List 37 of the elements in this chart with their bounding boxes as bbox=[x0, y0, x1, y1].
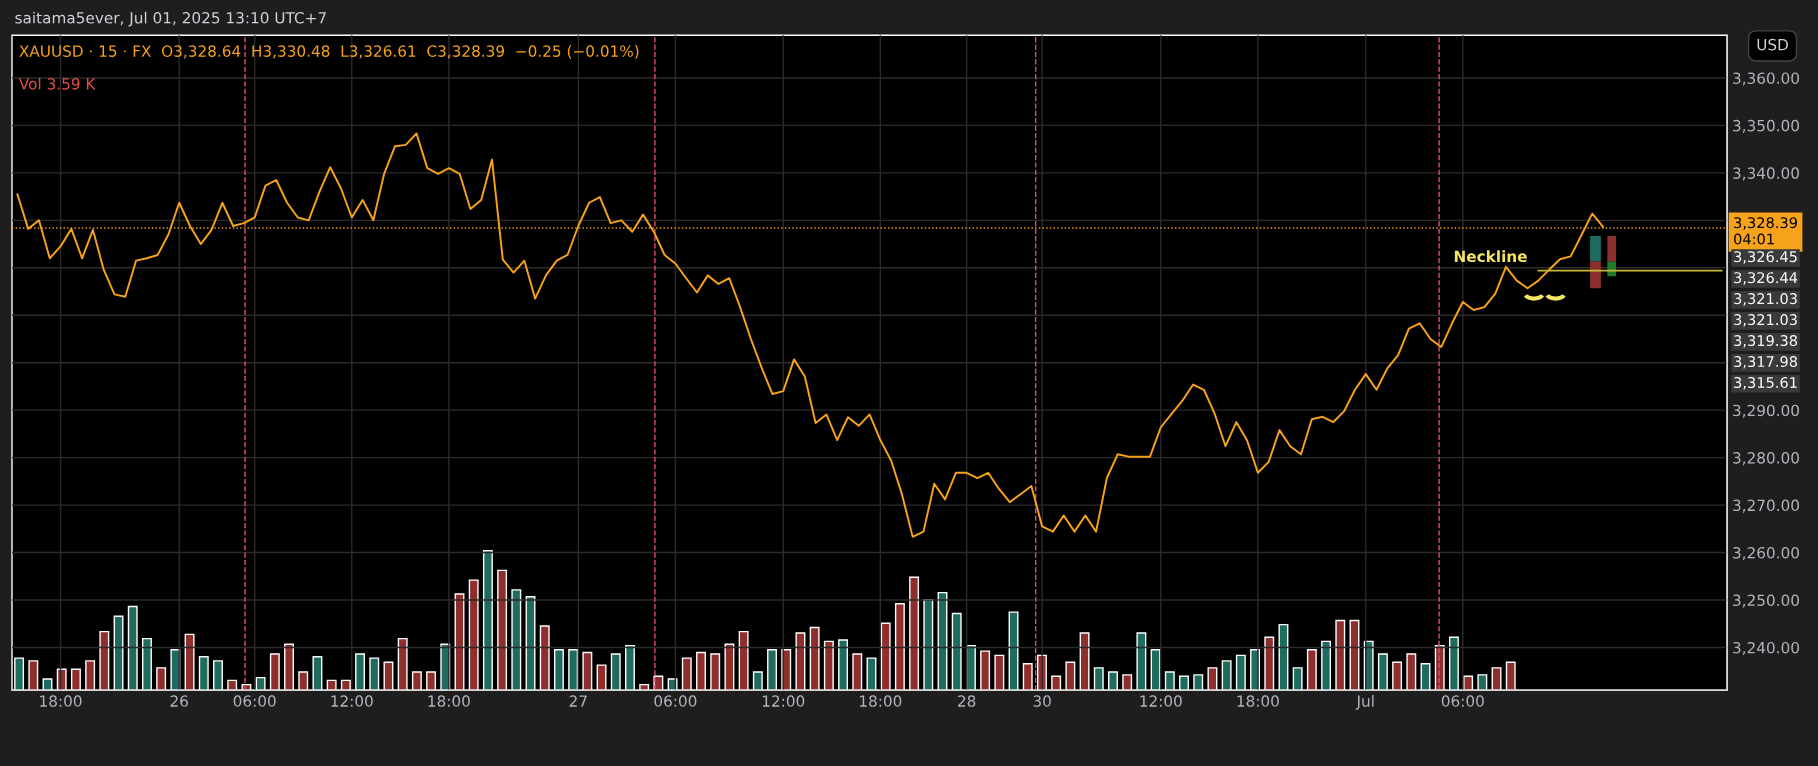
x-tick-label: 18:00 bbox=[40, 695, 82, 707]
x-tick-label: 18:00 bbox=[1237, 695, 1279, 707]
text: 3,321.03 bbox=[1734, 293, 1797, 306]
ref-line-label: 3,328.39 04:01 bbox=[1734, 217, 1797, 245]
text: 3,319.38 bbox=[1734, 335, 1798, 348]
x-tick-label: 18:00 bbox=[860, 695, 902, 707]
y-tick-label: 3,340.00 bbox=[1733, 167, 1799, 181]
y-tick-label: 3,240.00 bbox=[1733, 641, 1799, 656]
text: USD bbox=[1757, 38, 1788, 51]
text: 3,317.98 bbox=[1734, 356, 1798, 369]
text: XAUUSD · 15 · FX O3,328.64 H3,330.48 L3,326.61 C3,328.39 −0.25 (−0.01%) bbox=[19, 45, 639, 59]
x-tick-label: 12:00 bbox=[331, 695, 373, 707]
text: 3,326.44 bbox=[1734, 272, 1798, 285]
x-tick-label: 27 bbox=[569, 695, 587, 707]
x-tick-label: 06:00 bbox=[1441, 695, 1484, 707]
text: 3,321.03 bbox=[1734, 314, 1797, 327]
annotation: Neckline bbox=[1454, 250, 1527, 263]
x-tick-label: Jul bbox=[1355, 695, 1374, 710]
y-tick-label: 3,250.00 bbox=[1733, 594, 1799, 608]
y-tick-label: 3,280.00 bbox=[1733, 452, 1799, 466]
y-tick-label: 3,260.00 bbox=[1733, 547, 1799, 561]
chart-subtitle: saitama5ever, Jul 01, 2025 13:10 UTC+7 bbox=[15, 11, 326, 27]
x-tick-label: 28 bbox=[958, 695, 976, 707]
y-tick-label: 3,350.00 bbox=[1733, 119, 1799, 133]
text: 3,326.45 bbox=[1734, 251, 1797, 264]
x-tick-label: 06:00 bbox=[233, 695, 276, 707]
x-tick-label: 12:00 bbox=[1140, 695, 1182, 707]
x-tick-label: 18:00 bbox=[428, 695, 470, 707]
y-tick-label: 3,360.00 bbox=[1733, 72, 1799, 86]
x-tick-label: 12:00 bbox=[762, 695, 805, 707]
x-tick-label: 30 bbox=[1033, 695, 1051, 707]
annotation: Vol 3.59 K bbox=[18, 77, 96, 90]
x-tick-label: 06:00 bbox=[654, 695, 697, 707]
y-tick-label: 3,290.00 bbox=[1733, 404, 1799, 418]
y-tick-label: 3,270.00 bbox=[1733, 499, 1799, 513]
x-tick-label: 26 bbox=[170, 695, 188, 707]
text: 3,315.61 bbox=[1734, 377, 1797, 390]
